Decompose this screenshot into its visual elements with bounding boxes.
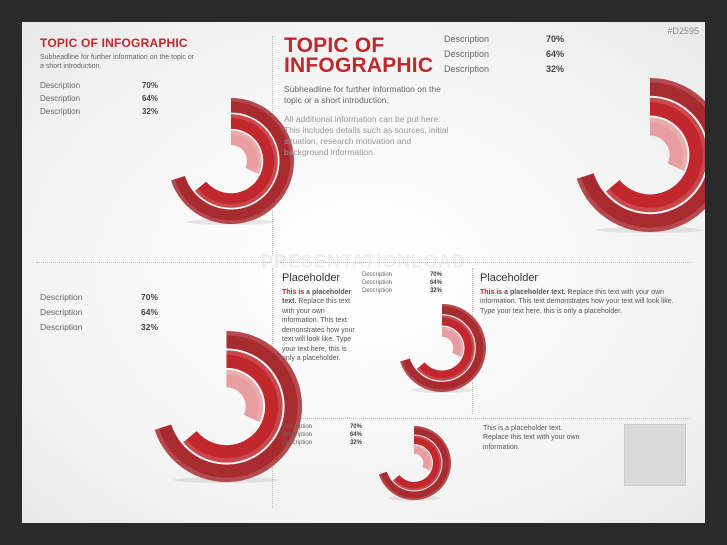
divider (36, 262, 272, 263)
desc-list: Description70% Description64% Descriptio… (282, 424, 362, 446)
radial-chart (396, 302, 488, 394)
panel-6: Description70% Description64% Descriptio… (282, 424, 692, 514)
panel-subheadline: Subheadline for further information on t… (40, 53, 195, 71)
desc-row: Description64% (40, 307, 158, 317)
desc-row: Description32% (444, 64, 564, 74)
placeholder-body: This is a placeholder text. Replace this… (483, 424, 588, 452)
panel-body: All additional information can be put he… (284, 114, 449, 158)
template-id: #D2595 (667, 26, 699, 36)
desc-row: Description70% (444, 34, 564, 44)
panel-5: Placeholder This is a placeholder text. … (480, 272, 692, 414)
radial-chart (166, 96, 296, 226)
desc-row: Description32% (40, 322, 158, 332)
panel-subheadline: Subheadline for further information on t… (284, 84, 449, 106)
page: #D2595 PRESENTATIONLOAD TOPIC OF INFOGRA… (22, 22, 705, 523)
desc-list: Description70% Description64% Descriptio… (444, 34, 564, 74)
radial-chart (149, 329, 304, 484)
panel-title: TOPIC OF INFOGRAPHIC (40, 36, 268, 50)
desc-list: Description70% Description64% Descriptio… (40, 292, 158, 332)
desc-list: Description70% Description64% Descriptio… (362, 272, 442, 294)
desc-row: Description70% (282, 424, 362, 430)
radial-chart (571, 76, 705, 234)
desc-row: Description70% (40, 292, 158, 302)
desc-row: Description64% (444, 49, 564, 59)
placeholder-body: This is a placeholder text. Replace this… (282, 288, 356, 364)
panel-1: TOPIC OF INFOGRAPHIC Subheadline for fur… (40, 36, 268, 256)
radial-chart (375, 424, 453, 502)
panel-3: Description70% Description64% Descriptio… (40, 274, 268, 509)
image-placeholder (624, 424, 686, 486)
desc-row: Description32% (282, 440, 362, 446)
panel-2: TOPIC OF INFOGRAPHIC Subheadline for fur… (284, 36, 694, 256)
desc-list: Description70% Description64% Descriptio… (40, 81, 158, 116)
placeholder-body: This is a placeholder text. Replace this… (480, 288, 680, 316)
desc-row: Description64% (362, 280, 442, 286)
desc-row: Description32% (40, 107, 158, 116)
desc-row: Description32% (362, 288, 442, 294)
desc-row: Description70% (362, 272, 442, 278)
placeholder-heading: Placeholder (282, 272, 356, 284)
desc-row: Description64% (40, 94, 158, 103)
panel-4: Placeholder This is a placeholder text. … (282, 272, 468, 414)
divider (280, 418, 690, 419)
placeholder-heading: Placeholder (480, 272, 692, 284)
divider (280, 262, 690, 263)
desc-row: Description64% (282, 432, 362, 438)
desc-row: Description70% (40, 81, 158, 90)
